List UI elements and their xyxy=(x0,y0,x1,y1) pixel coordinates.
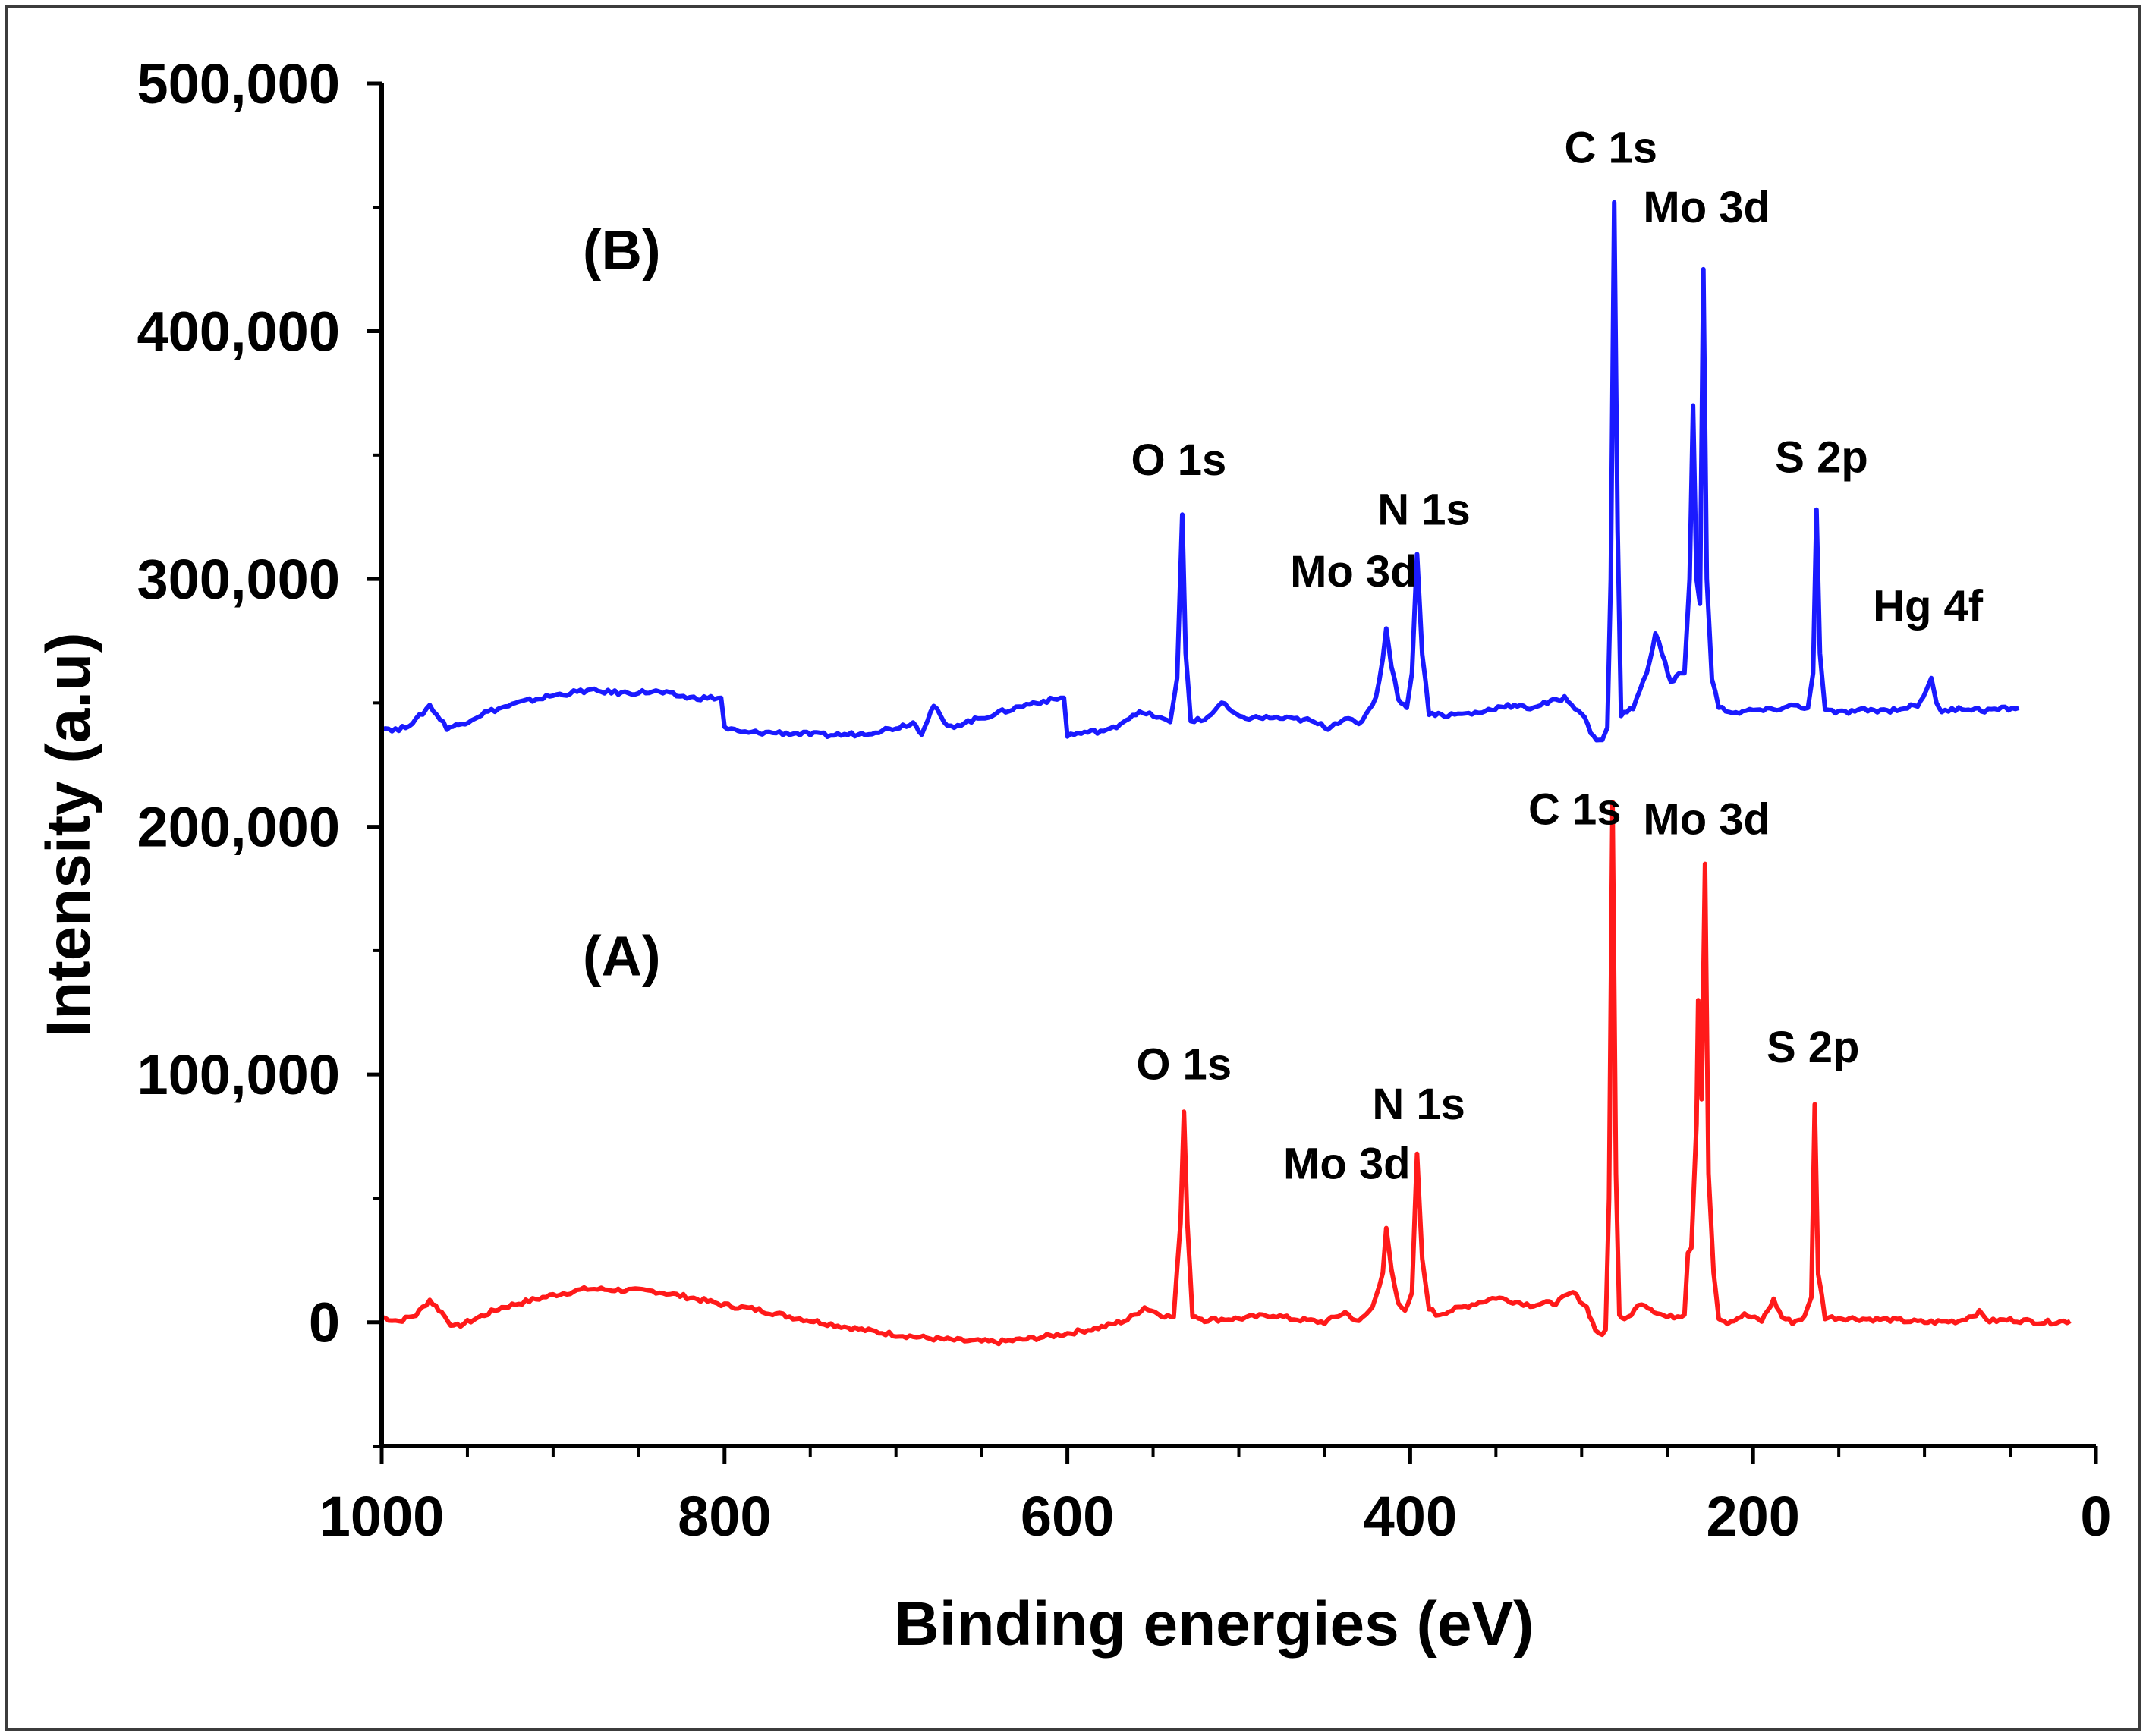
peak-label: N 1s xyxy=(1377,485,1471,534)
panel-label: (A) xyxy=(583,925,661,988)
y-tick-label: 0 xyxy=(309,1291,340,1354)
x-tick-label: 600 xyxy=(1021,1485,1114,1548)
x-axis-title: Binding energies (eV) xyxy=(895,1590,1534,1659)
peak-label: C 1s xyxy=(1528,785,1622,834)
peak-label: C 1s xyxy=(1564,123,1657,172)
peak-label: Mo 3d xyxy=(1290,547,1418,596)
peak-label: Mo 3d xyxy=(1643,183,1770,232)
y-axis-ticks: 0 100,000 200,000 300,000 400,000 500,000 xyxy=(137,52,382,1448)
peak-label: O 1s xyxy=(1131,436,1227,485)
peak-annotations: (B) (A) C 1s Mo 3d O 1s N 1s Mo 3d S 2p Hg 4f C 1… xyxy=(583,123,1984,1188)
x-tick-label: 1000 xyxy=(319,1485,445,1548)
x-axis-ticks: 1000 800 600 400 200 0 xyxy=(319,1446,2112,1548)
panel-label: (B) xyxy=(583,219,661,281)
series-line-b xyxy=(380,200,2020,743)
y-tick-label: 100,000 xyxy=(137,1043,341,1106)
peak-label: S 2p xyxy=(1767,1023,1860,1072)
x-tick-label: 0 xyxy=(2080,1485,2111,1548)
peak-label: O 1s xyxy=(1136,1040,1232,1090)
peak-label: Mo 3d xyxy=(1283,1139,1411,1188)
peak-label: N 1s xyxy=(1372,1080,1465,1129)
y-tick-label: 500,000 xyxy=(137,52,341,115)
x-tick-label: 800 xyxy=(678,1485,771,1548)
y-tick-label: 200,000 xyxy=(137,796,341,859)
series-group xyxy=(380,200,2072,1347)
y-axis-title: Intensity (a.u) xyxy=(34,632,103,1036)
x-tick-label: 200 xyxy=(1706,1485,1799,1548)
x-tick-label: 400 xyxy=(1364,1485,1457,1548)
plot-area: 0 100,000 200,000 300,000 400,000 500,000 100… xyxy=(137,52,2112,1548)
y-tick-label: 400,000 xyxy=(137,300,341,363)
y-tick-label: 300,000 xyxy=(137,548,341,611)
peak-label: Hg 4f xyxy=(1873,582,1984,631)
peak-label: Mo 3d xyxy=(1643,794,1770,844)
series-line-a xyxy=(381,800,2072,1347)
figure-frame xyxy=(5,5,2141,1731)
peak-label: S 2p xyxy=(1775,433,1868,483)
